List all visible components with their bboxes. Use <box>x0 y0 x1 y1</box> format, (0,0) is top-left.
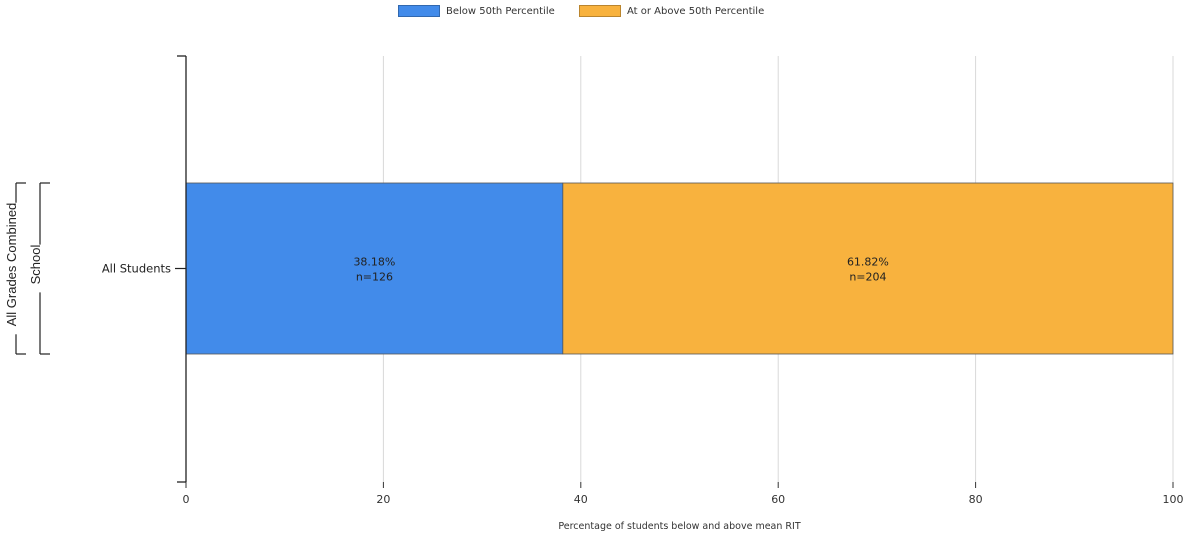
labels: 0 20 40 60 80 100 38.18% n=126 61.82% n=204 All St… <box>4 182 1184 506</box>
legend-label-above: At or Above 50th Percentile <box>627 5 765 17</box>
x-tick-label: 80 <box>969 493 983 506</box>
x-tick-label: 100 <box>1163 493 1184 506</box>
legend-label-below: Below 50th Percentile <box>446 5 555 17</box>
bar-count-label: n=126 <box>356 271 393 284</box>
x-tick-label: 60 <box>771 493 785 506</box>
x-tick-label: 40 <box>574 493 588 506</box>
legend-swatch-above <box>579 5 621 17</box>
legend-item-below: Below 50th Percentile <box>398 5 555 17</box>
bar-value-label: 38.18% <box>353 256 395 269</box>
bar-value-label: 61.82% <box>847 256 889 269</box>
group-bracket-school-label-bg <box>31 244 49 293</box>
group-bracket-grades: All Grades Combined <box>4 182 26 355</box>
legend-swatch-below <box>398 5 440 17</box>
x-tick-label: 0 <box>183 493 190 506</box>
bar-segment-above <box>562 182 1174 355</box>
group-bracket-grades-label: All Grades Combined <box>4 203 19 327</box>
category-label: All Students <box>102 262 171 276</box>
x-tick-label: 20 <box>376 493 390 506</box>
group-bracket-school: School <box>28 182 50 355</box>
axes <box>175 55 1174 488</box>
bar-count-label: n=204 <box>849 271 886 284</box>
x-axis-title: Percentage of students below and above m… <box>558 521 800 532</box>
chart-legend: Below 50th Percentile At or Above 50th P… <box>0 5 1200 21</box>
group-bracket-school-label: School <box>28 245 43 285</box>
bar-segment-below <box>185 182 564 355</box>
bars <box>185 182 1174 355</box>
group-bracket-grades-label-bg <box>7 202 25 335</box>
legend-item-above: At or Above 50th Percentile <box>579 5 764 17</box>
